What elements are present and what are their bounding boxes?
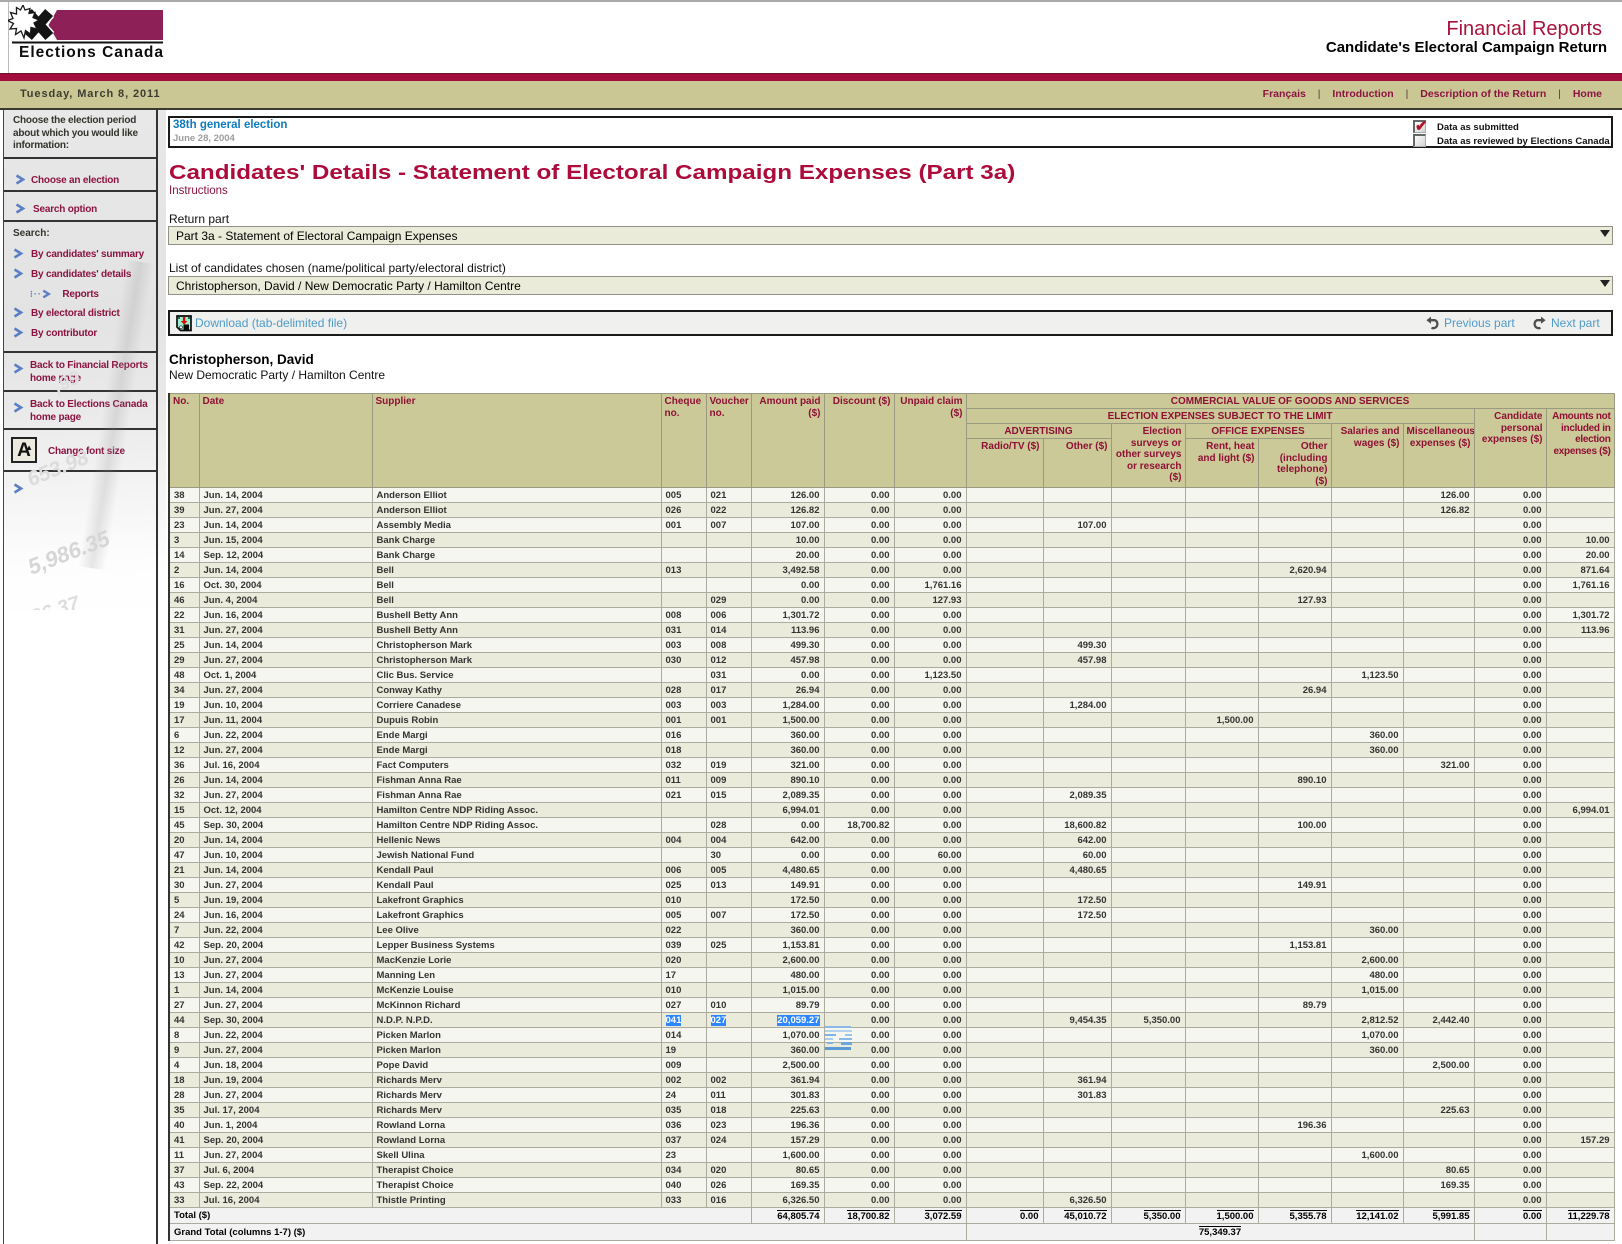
svg-text:Elections Canada: Elections Canada <box>19 44 163 61</box>
